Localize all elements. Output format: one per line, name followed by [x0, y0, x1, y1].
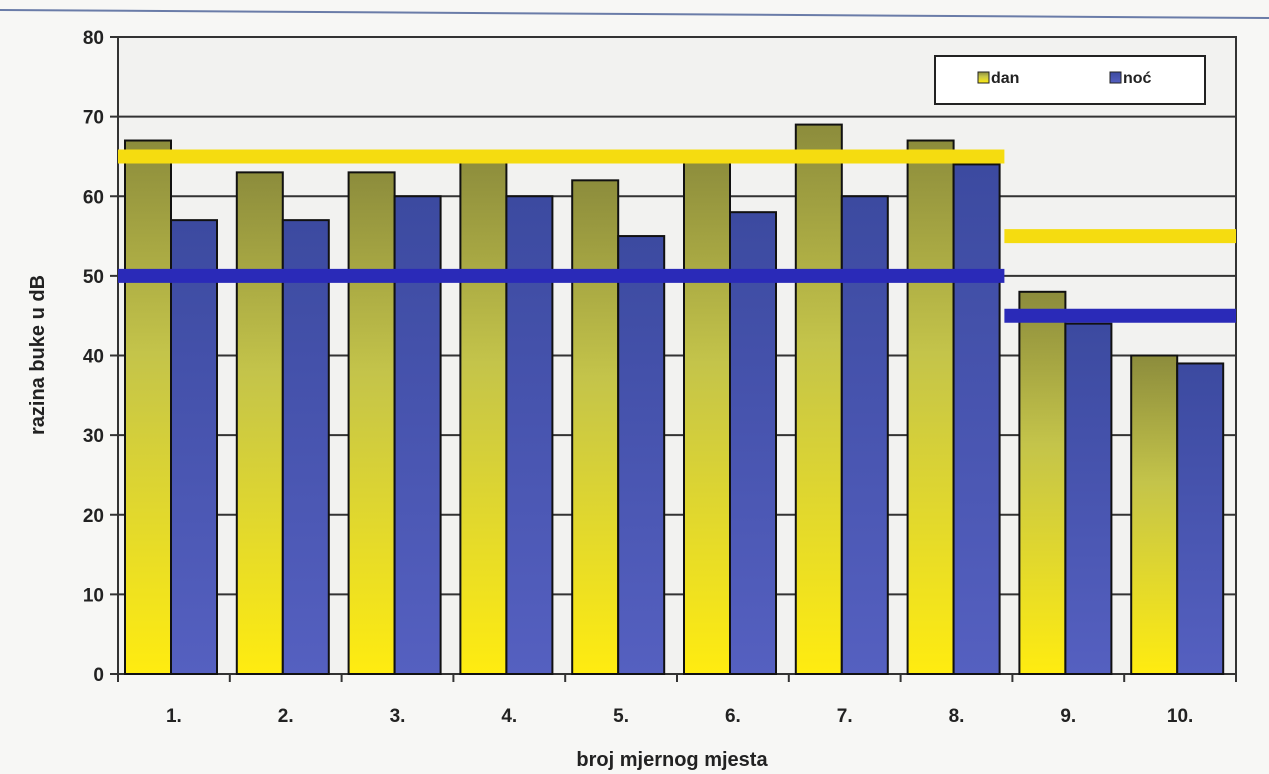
bar-night [1176, 362, 1225, 675]
y-tick-label: 60 [83, 187, 104, 208]
bar-day [124, 139, 172, 675]
y-tick-label: 40 [83, 347, 104, 368]
x-tick-label: 4. [501, 706, 517, 727]
x-tick-label: 8. [949, 706, 965, 727]
y-tick-label: 0 [93, 665, 104, 686]
bars [124, 123, 1225, 676]
bar-night [840, 195, 889, 675]
bar-night [505, 195, 554, 675]
scan-top-line [0, 9, 1269, 19]
bar-night [281, 219, 330, 675]
y-tick-label: 10 [83, 585, 104, 606]
legend-swatch-day [977, 71, 990, 84]
bar-day [906, 139, 955, 675]
legend: dan noć [934, 55, 1206, 105]
x-tick-label: 10. [1167, 706, 1193, 727]
y-tick-label: 50 [83, 267, 104, 288]
x-axis-ticks: 1. 2. 3. 4. 5. 6. 7. 8. 9. 10. [117, 674, 1237, 727]
x-tick-label: 5. [613, 706, 629, 727]
bar-day [1018, 290, 1067, 675]
y-tick-label: 80 [83, 28, 104, 49]
y-axis-ticks: 0 10 20 30 40 50 60 70 80 [83, 28, 118, 686]
bar-night [170, 219, 218, 675]
x-tick-label: 3. [390, 706, 406, 727]
bar-day [683, 155, 731, 675]
bar-night [729, 211, 777, 676]
y-tick-label: 30 [83, 426, 104, 447]
legend-label-night: noć [1123, 70, 1152, 87]
y-tick-label: 70 [83, 108, 104, 129]
bar-day [794, 123, 843, 675]
bar-day [235, 171, 284, 676]
bar-day [459, 155, 508, 675]
x-tick-label: 9. [1060, 706, 1076, 727]
legend-swatch-night [1109, 71, 1122, 84]
x-tick-label: 2. [278, 706, 294, 727]
bar-night [1064, 322, 1113, 675]
x-tick-label: 7. [837, 706, 853, 727]
legend-box [934, 55, 1206, 105]
bar-night [617, 235, 666, 675]
bar-night [952, 163, 1001, 675]
x-tick-label: 6. [725, 706, 741, 727]
bar-day [347, 171, 396, 676]
x-axis-title: broj mjernog mjesta [576, 749, 768, 771]
reference-lines [118, 149, 1236, 323]
bar-night [393, 195, 442, 675]
bar-day [1130, 354, 1179, 675]
legend-label-day: dan [991, 70, 1019, 87]
x-tick-label: 1. [166, 706, 182, 727]
y-tick-label: 20 [83, 506, 104, 527]
y-axis-title: razina buke u dB [27, 275, 49, 435]
bar-day [571, 179, 620, 675]
